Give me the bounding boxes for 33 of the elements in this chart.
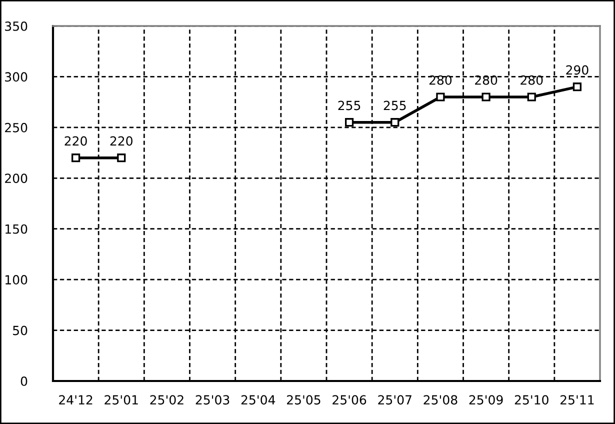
y-tick-label: 100: [6, 275, 28, 284]
x-tick-label: 25'05: [287, 395, 320, 405]
y-tick-label: 350: [5, 21, 28, 31]
data-label: 255: [384, 100, 406, 110]
x-tick-label: 25'08: [424, 395, 458, 405]
point: [71, 154, 80, 162]
y-tick-label: 150: [6, 224, 28, 234]
y-tick-label: 250: [5, 122, 28, 132]
point: [482, 92, 490, 102]
x-tick-label: 25'01: [104, 395, 138, 405]
data-label: 290: [566, 65, 588, 75]
x-tick-label: 25'10: [514, 395, 548, 405]
x-tick-label: 25'11: [560, 395, 594, 405]
y-tick-label: 50: [13, 326, 28, 336]
point: [390, 118, 400, 127]
y-tick-label: 0: [20, 376, 28, 386]
x-tick-label: 25'04: [241, 395, 276, 405]
point: [344, 118, 354, 127]
y-tick-label: 200: [5, 174, 28, 184]
point: [436, 92, 445, 102]
data-label: 220: [110, 136, 132, 146]
x-tick-label: 25'02: [150, 395, 184, 405]
x-tick-label: 25'07: [378, 395, 412, 405]
data-label: 220: [64, 136, 87, 146]
point: [572, 82, 582, 92]
point: [527, 92, 536, 102]
y-tick-label: 300: [5, 72, 28, 82]
x-tick-label: 25'06: [332, 395, 366, 405]
x-tick-label: 24'12: [59, 395, 92, 404]
x-tick-label: 25'03: [196, 395, 230, 405]
point: [117, 154, 126, 162]
data-label: 255: [338, 100, 360, 110]
x-tick-label: 25'09: [469, 395, 503, 405]
